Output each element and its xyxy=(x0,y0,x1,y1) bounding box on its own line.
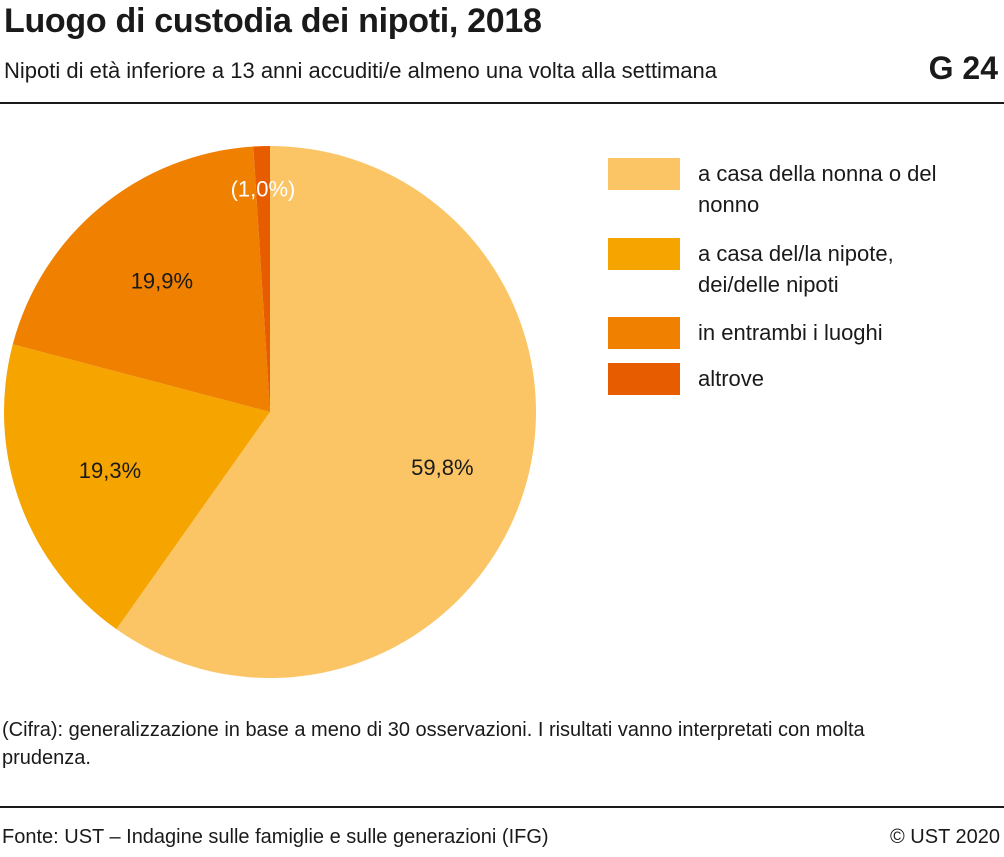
pie-slice xyxy=(253,146,270,412)
pie-slice-value-label: 59,8% xyxy=(411,455,473,480)
pie-slice xyxy=(4,344,270,630)
header-divider xyxy=(0,102,1004,104)
legend-item: a casa della nonna o del nonno xyxy=(608,158,978,220)
legend-item: a casa del/la nipote, dei/delle nipoti xyxy=(608,238,978,300)
legend-label: altrove xyxy=(698,366,765,391)
pie-slice-value-label: 19,9% xyxy=(131,268,193,293)
copyright-text: © UST 2020 xyxy=(890,826,1000,848)
chart-subtitle: Nipoti di età inferiore a 13 anni accudi… xyxy=(4,58,717,83)
pie-slice-value-label: (1,0%) xyxy=(231,177,296,202)
legend-swatch xyxy=(608,363,680,395)
figure-number: G 24 xyxy=(928,50,998,86)
legend-label: in entrambi i luoghi xyxy=(698,320,883,345)
footer-divider xyxy=(0,806,1004,808)
legend-label: a casa del/la nipote, dei/delle nipoti xyxy=(698,241,894,297)
chart-title: Luogo di custodia dei nipoti, 2018 xyxy=(4,2,542,40)
legend-item: in entrambi i luoghi xyxy=(608,317,978,349)
source-text: Fonte: UST – Indagine sulle famiglie e s… xyxy=(2,826,549,848)
legend-item: altrove xyxy=(608,363,978,395)
legend-label: a casa della nonna o del nonno xyxy=(698,161,937,217)
footnote: (Cifra): generalizzazione in base a meno… xyxy=(2,719,865,769)
pie-slice-value-label: 19,3% xyxy=(79,458,141,483)
pie-slice xyxy=(12,146,270,412)
legend-swatch xyxy=(608,238,680,270)
pie-slice xyxy=(116,146,536,679)
legend-swatch xyxy=(608,317,680,349)
legend-swatch xyxy=(608,158,680,190)
